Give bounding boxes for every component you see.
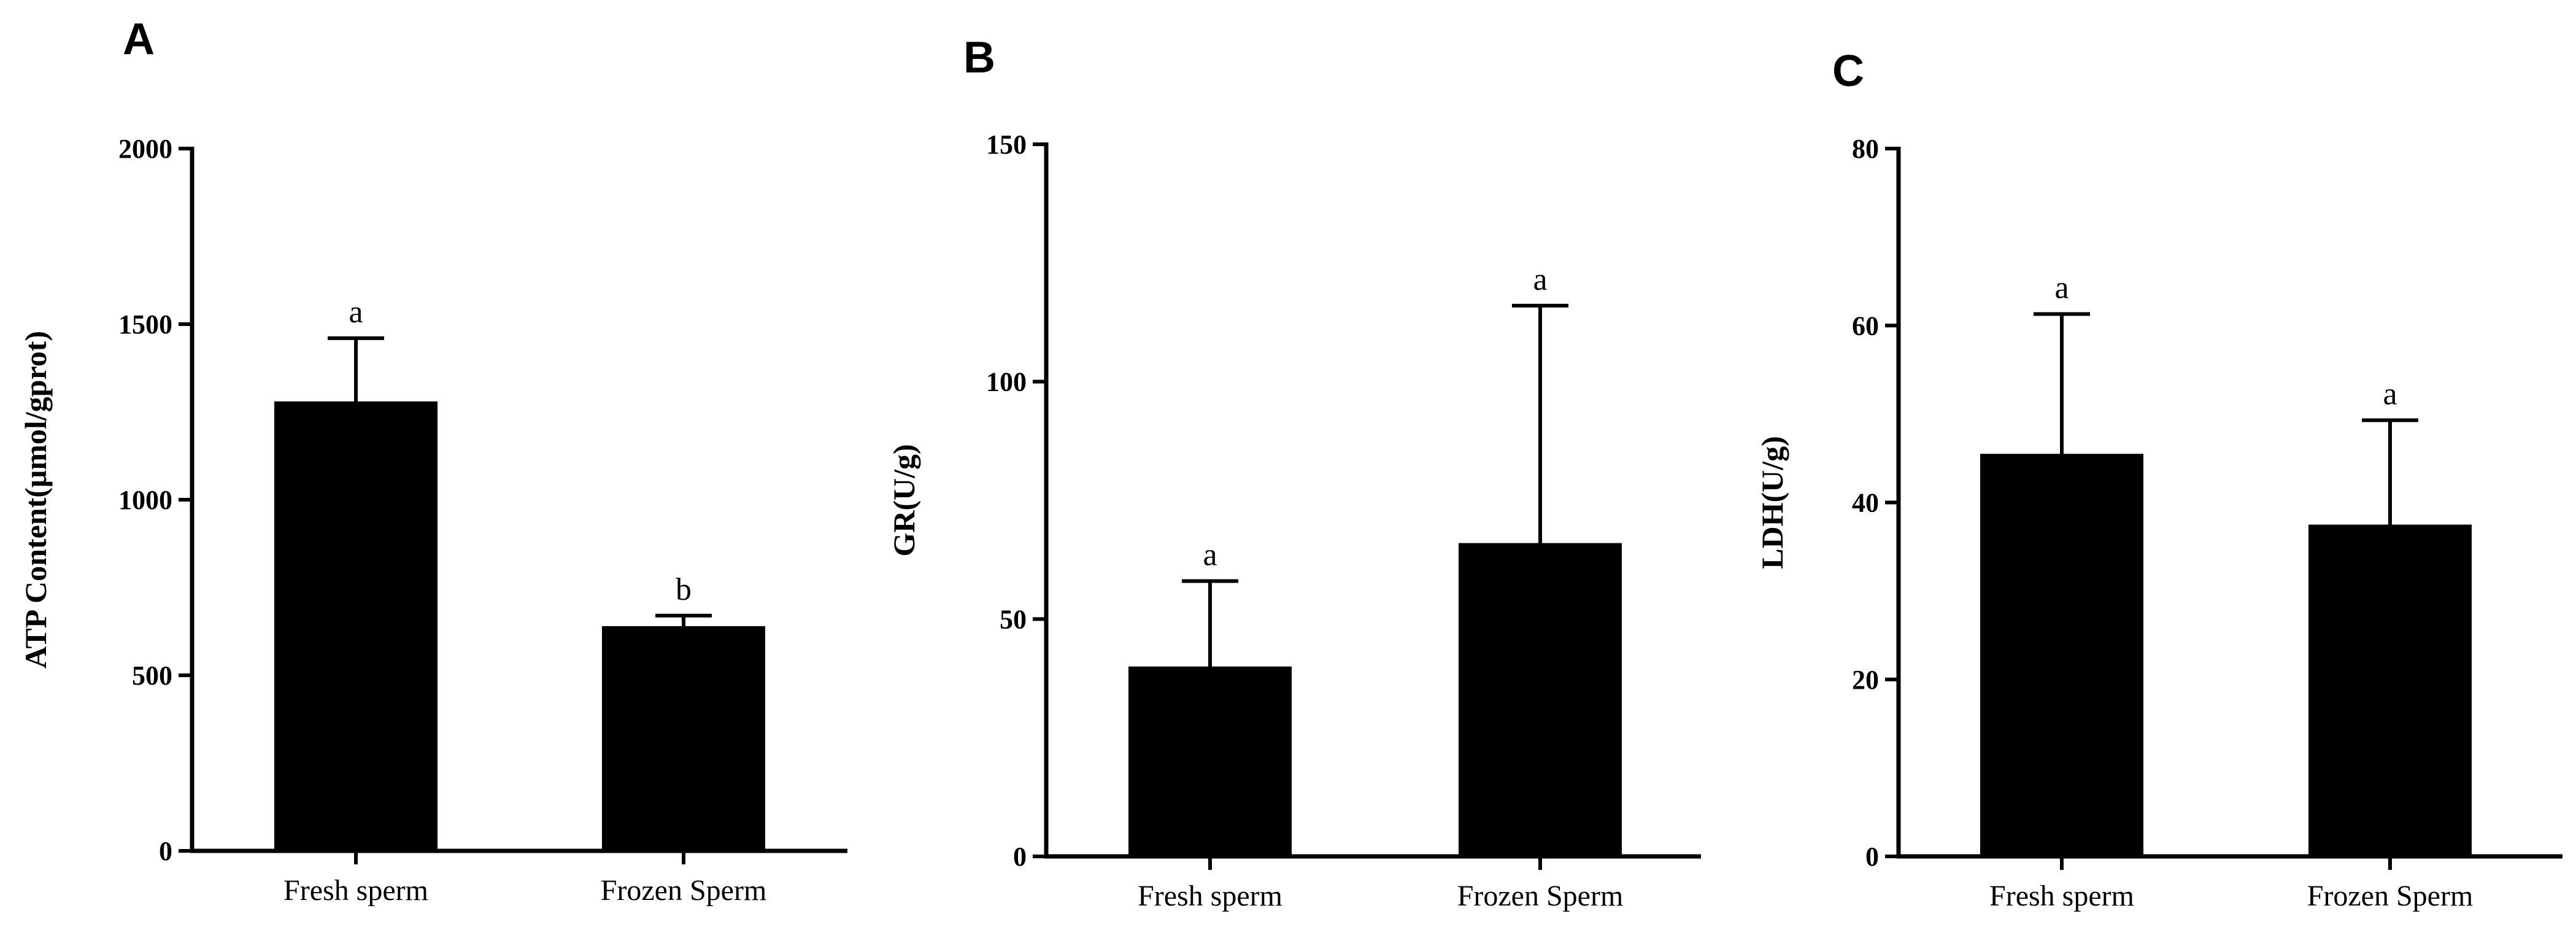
- significance-label: a: [2054, 271, 2069, 306]
- y-tick-label: 1000: [118, 485, 172, 515]
- x-tick-label: Fresh sperm: [1989, 880, 2134, 912]
- y-tick-label: 50: [1000, 604, 1027, 634]
- bar: [602, 626, 765, 851]
- y-tick-label: 0: [159, 836, 172, 866]
- x-tick-label: Fresh sperm: [1138, 880, 1282, 912]
- bar: [1128, 666, 1292, 856]
- y-tick-label: 0: [1865, 842, 1879, 872]
- y-axis-title: ATP Content(μmol/gprot): [18, 331, 53, 669]
- panel-letter: C: [1832, 47, 1864, 96]
- y-tick-label: 150: [986, 130, 1027, 160]
- x-tick-label: Fresh sperm: [283, 874, 428, 907]
- y-axis-title: LDH(U/g): [1755, 436, 1789, 569]
- bar: [2308, 524, 2472, 856]
- panel-letter: B: [963, 33, 995, 82]
- y-axis-title: GR(U/g): [887, 444, 921, 556]
- significance-label: a: [349, 295, 363, 330]
- x-tick-label: Frozen Sperm: [2307, 880, 2474, 912]
- bar: [274, 401, 438, 851]
- y-tick-label: 20: [1852, 665, 1879, 695]
- bar: [1459, 543, 1622, 856]
- significance-label: b: [676, 572, 692, 607]
- y-tick-label: 2000: [118, 134, 172, 164]
- significance-label: a: [1203, 537, 1217, 572]
- panel-b: B GR(U/g) a Fresh sperm a Frozen Sperm 0 50 100 1…: [887, 33, 1701, 912]
- y-tick-label: 40: [1852, 488, 1879, 518]
- x-tick-label: Frozen Sperm: [601, 874, 767, 907]
- significance-label: a: [2383, 376, 2397, 411]
- y-tick-label: 500: [132, 661, 172, 691]
- significance-label: a: [1533, 262, 1547, 297]
- panel-letter: A: [123, 15, 155, 64]
- panel-a: A ATP Content(μmol/gprot) a Fresh sperm b Fro…: [18, 15, 847, 907]
- x-tick-label: Frozen Sperm: [1457, 880, 1624, 912]
- y-tick-label: 80: [1852, 134, 1879, 164]
- panel-c: C LDH(U/g) a Fresh sperm a Frozen Sperm 0 20 40 6…: [1755, 47, 2563, 912]
- bar: [1980, 454, 2143, 856]
- y-tick-label: 100: [986, 367, 1027, 397]
- y-tick-label: 0: [1013, 842, 1027, 872]
- y-tick-label: 1500: [118, 309, 172, 339]
- y-tick-label: 60: [1852, 311, 1879, 341]
